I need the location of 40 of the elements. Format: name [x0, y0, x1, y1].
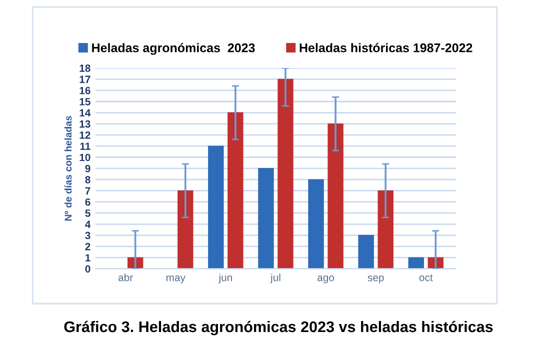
y-tick-label: 1	[86, 254, 90, 262]
y-tick-label: 5	[85, 210, 90, 217]
x-tick-label: jun	[218, 274, 232, 284]
y-axis-title: Nº de días con heladas	[64, 116, 72, 221]
y-tick-label: 10	[80, 154, 90, 162]
y-tick-label: 18	[80, 64, 90, 72]
y-tick-label: 2	[85, 242, 90, 250]
bar	[408, 257, 424, 269]
bar	[278, 78, 294, 269]
y-tick-label: 17	[80, 76, 90, 83]
bar	[358, 234, 374, 269]
legend-label: Heladas agronómicas 2023	[92, 42, 255, 55]
legend-label: Heladas históricas 1987-2022	[300, 42, 472, 52]
x-tick-label: ago	[318, 276, 334, 284]
bar	[328, 123, 344, 269]
text: Gráfico 3. Heladas agronómicas 2023 vs heladas históricas	[64, 320, 493, 336]
bar	[258, 168, 274, 269]
bar	[228, 112, 244, 269]
bar	[378, 190, 394, 269]
y-tick-label: 12	[80, 131, 90, 139]
bar	[208, 146, 224, 269]
x-tick-label: abr	[118, 274, 133, 282]
y-tick-label: 11	[80, 142, 90, 150]
y-tick-label: 4	[85, 220, 91, 228]
y-tick-label: 8	[85, 176, 90, 184]
bar	[308, 179, 324, 269]
y-tick-label: 7	[85, 187, 90, 194]
y-tick-label: 15	[80, 98, 90, 106]
y-tick-label: 9	[85, 164, 90, 172]
y-tick-label: 3	[85, 232, 90, 240]
y-tick-label: 0	[85, 265, 90, 273]
x-tick-label: sep	[368, 276, 384, 284]
y-tick-label: 14	[80, 109, 91, 116]
x-tick-label: jul	[270, 274, 280, 284]
y-tick-label: 16	[80, 86, 90, 94]
bar	[178, 190, 194, 269]
y-tick-label: 6	[85, 198, 90, 206]
x-tick-label: may	[166, 276, 186, 284]
y-tick-label: 13	[80, 120, 90, 128]
x-tick-label: oct	[419, 274, 433, 282]
